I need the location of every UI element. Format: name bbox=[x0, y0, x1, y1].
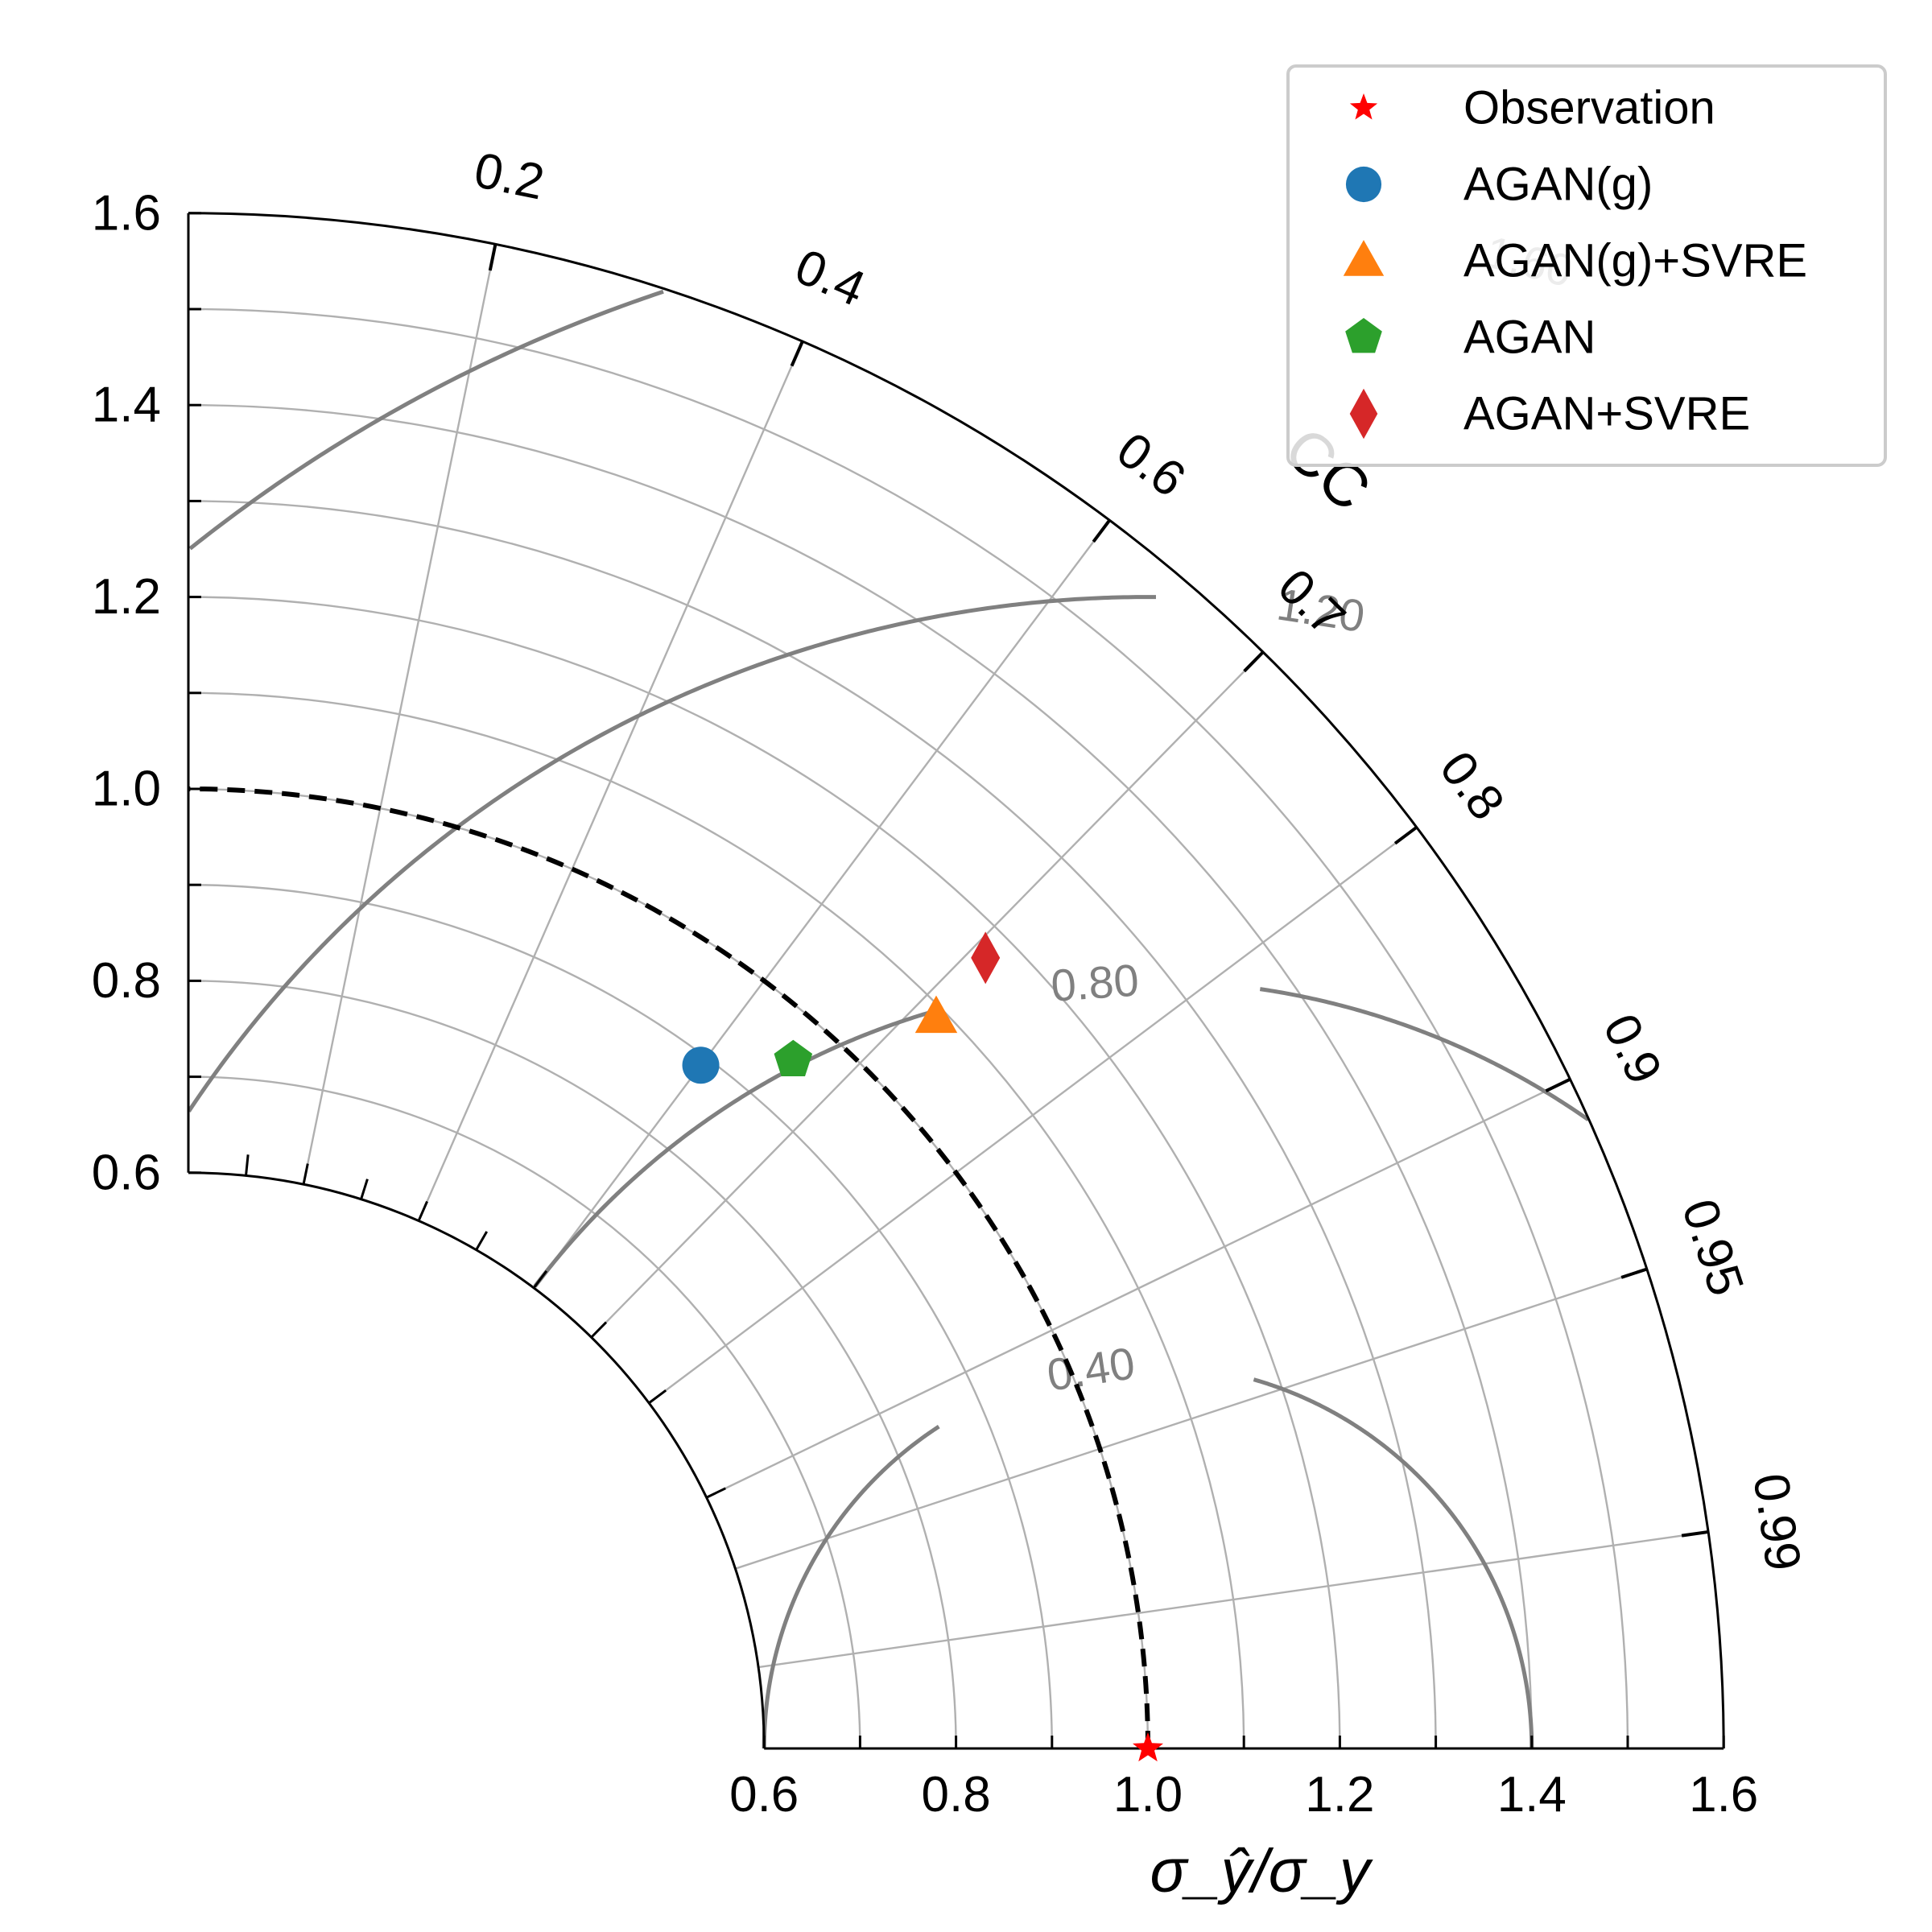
legend-marker bbox=[1345, 318, 1382, 353]
x-tick-label: 0.8 bbox=[921, 1767, 990, 1823]
data-point-agan bbox=[774, 1039, 813, 1077]
legend-label: AGAN+SVRE bbox=[1463, 388, 1750, 440]
x-tick-label: 1.2 bbox=[1305, 1767, 1374, 1823]
legend-marker bbox=[1345, 166, 1382, 203]
cc-major-tick bbox=[1092, 519, 1111, 543]
cc-minor-tick bbox=[245, 1154, 250, 1176]
legend-label: AGAN(g) bbox=[1463, 159, 1653, 211]
legend-box bbox=[1286, 64, 1887, 467]
cc-grid-line bbox=[533, 519, 1111, 1289]
cc-major-tick bbox=[488, 243, 497, 271]
x-tick-label: 1.0 bbox=[1113, 1767, 1183, 1823]
x-tick-label: 0.6 bbox=[729, 1767, 799, 1823]
rms-contour bbox=[1259, 987, 1590, 1121]
std-grid-arc bbox=[188, 500, 1437, 1749]
cc-minor-tick bbox=[532, 1269, 548, 1289]
x-tick-label: 1.4 bbox=[1497, 1767, 1567, 1823]
legend-label: AGAN(g)+SVRE bbox=[1463, 235, 1807, 287]
cc-minor-tick bbox=[475, 1231, 489, 1251]
legend-marker bbox=[1349, 93, 1378, 120]
y-tick-label: 1.2 bbox=[92, 569, 161, 625]
y-tick-label: 1.4 bbox=[92, 378, 161, 433]
rms-contour bbox=[762, 1425, 940, 1748]
rms-contour bbox=[187, 595, 1156, 1113]
cc-tick-label: 0.6 bbox=[1107, 422, 1195, 508]
outer-arc bbox=[188, 212, 1725, 1749]
rms-contour bbox=[1253, 1377, 1534, 1748]
std-grid-arc bbox=[188, 308, 1629, 1749]
cc-major-tick bbox=[1545, 1077, 1571, 1093]
legend-marker bbox=[1343, 240, 1385, 276]
data-point-agan-svre bbox=[971, 931, 1001, 985]
legend-label: AGAN bbox=[1463, 312, 1596, 364]
reference-std-arc bbox=[188, 786, 1150, 1749]
cc-grid-line bbox=[735, 1268, 1648, 1570]
cc-major-tick bbox=[1681, 1530, 1709, 1538]
std-grid-arc bbox=[188, 980, 957, 1749]
data-point-observation bbox=[1132, 1732, 1164, 1762]
cc-grid-line bbox=[417, 341, 803, 1221]
cc-grid-line bbox=[758, 1530, 1709, 1669]
legend-label: Observation bbox=[1463, 82, 1715, 134]
data-point-agan-g- bbox=[682, 1046, 720, 1084]
y-tick-label: 1.0 bbox=[92, 762, 161, 817]
cc-minor-tick bbox=[302, 1163, 309, 1185]
std-grid-arc bbox=[188, 884, 1053, 1749]
y-tick-label: 0.8 bbox=[92, 953, 161, 1009]
std-grid-arc bbox=[188, 404, 1533, 1749]
cc-grid-line bbox=[648, 826, 1418, 1404]
cc-minor-tick bbox=[417, 1200, 428, 1222]
std-grid-arc bbox=[188, 1075, 861, 1749]
rms-contour-label: 0.80 bbox=[1050, 954, 1141, 1010]
cc-tick-label: 0.95 bbox=[1671, 1193, 1754, 1302]
std-grid-arc bbox=[188, 596, 1341, 1749]
data-point-agan-g-svre bbox=[914, 995, 958, 1034]
cc-tick-label: 0.9 bbox=[1592, 1005, 1673, 1092]
legend: Observation AGAN(g) AGAN(g)+SVRE AGAN AGAN+S… bbox=[1286, 64, 1887, 467]
legend-marker bbox=[1349, 388, 1378, 440]
cc-major-tick bbox=[790, 341, 804, 367]
cc-grid-line bbox=[590, 651, 1264, 1339]
cc-tick-label: 0.4 bbox=[787, 239, 873, 318]
cc-grid-line bbox=[706, 1078, 1571, 1499]
cc-minor-tick bbox=[590, 1321, 608, 1339]
cc-major-tick bbox=[1620, 1267, 1648, 1279]
rms-contour bbox=[188, 289, 664, 551]
grid bbox=[188, 244, 1709, 1749]
cc-minor-tick bbox=[648, 1389, 667, 1405]
y-tick-label: 0.6 bbox=[92, 1145, 161, 1200]
x-tick-label: 1.6 bbox=[1689, 1767, 1758, 1823]
cc-minor-tick bbox=[706, 1487, 726, 1499]
cc-tick-label: 0.8 bbox=[1429, 741, 1515, 830]
y-tick-label: 1.6 bbox=[92, 185, 161, 241]
cc-major-tick bbox=[1393, 826, 1418, 845]
inner-arc bbox=[188, 1171, 766, 1749]
x-axis-label: σ_ŷ/σ_y bbox=[1150, 1837, 1373, 1905]
cc-minor-tick bbox=[360, 1179, 369, 1200]
cc-tick-label: 0.99 bbox=[1742, 1470, 1810, 1574]
cc-major-tick bbox=[1243, 650, 1265, 673]
cc-tick-label: 0.2 bbox=[469, 142, 548, 211]
data-points bbox=[682, 931, 1164, 1762]
cc-grid-line bbox=[302, 244, 497, 1185]
reference-arc bbox=[188, 786, 1150, 1749]
std-grid-arc bbox=[188, 691, 1245, 1749]
rms-contour bbox=[533, 1009, 935, 1288]
